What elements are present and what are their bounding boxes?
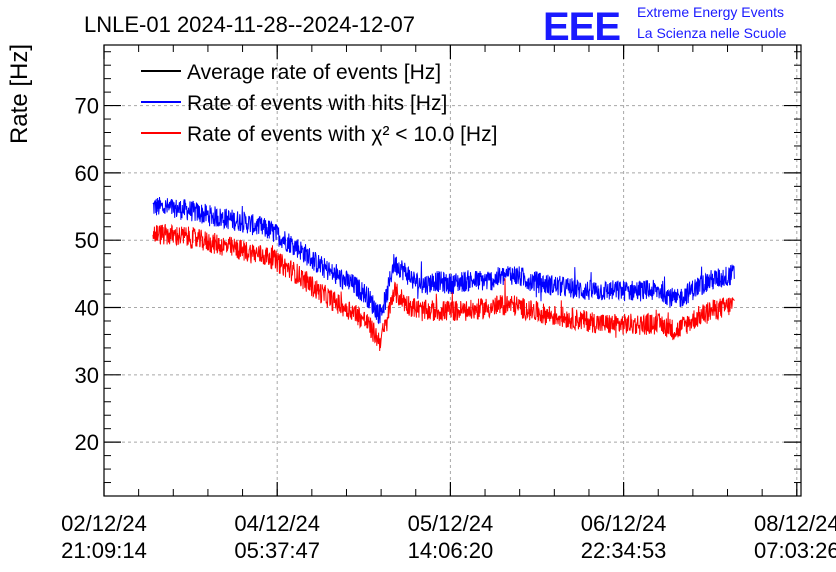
x-tick-label-time: 07:03:26 [754, 538, 836, 563]
y-tick-label: 50 [75, 228, 99, 253]
logo-line-1: Extreme Energy Events [637, 4, 784, 20]
chart-title: LNLE-01 2024-11-28--2024-12-07 [84, 12, 415, 37]
axis-ticks [103, 45, 801, 496]
y-tick-label: 70 [75, 94, 99, 119]
eee-logo: EEE Extreme Energy Events La Scienza nel… [543, 4, 787, 49]
legend-label-chi2: Rate of events with χ² < 10.0 [Hz] [187, 123, 497, 146]
legend-label-average: Average rate of events [Hz] [187, 61, 441, 84]
legend: Average rate of events [Hz] Rate of even… [141, 61, 497, 146]
series-hits-line [152, 196, 735, 325]
x-tick-label-date: 06/12/24 [581, 511, 667, 536]
eee-logo-text: EEE [543, 5, 620, 49]
series-chi2-line [152, 223, 735, 352]
x-tick-label-date: 02/12/24 [61, 511, 147, 536]
y-tick-label: 60 [75, 161, 99, 186]
x-tick-label-time: 22:34:53 [581, 538, 667, 563]
y-tick-label: 40 [75, 296, 99, 321]
x-tick-label-time: 14:06:20 [408, 538, 494, 563]
x-tick-label-time: 21:09:14 [61, 538, 147, 563]
series-layer [152, 196, 735, 352]
x-tick-label-date: 05/12/24 [408, 511, 494, 536]
x-tick-label-date: 04/12/24 [234, 511, 320, 536]
y-tick-label: 30 [75, 363, 99, 388]
legend-label-hits: Rate of events with hits [Hz] [187, 92, 447, 115]
x-tick-label-time: 05:37:47 [234, 538, 320, 563]
x-tick-label-date: 08/12/24 [754, 511, 836, 536]
y-axis-title: Rate [Hz] [6, 44, 33, 144]
logo-line-2: La Scienza nelle Scuole [637, 25, 787, 41]
plot-frame [103, 44, 802, 497]
y-tick-label: 20 [75, 430, 99, 455]
